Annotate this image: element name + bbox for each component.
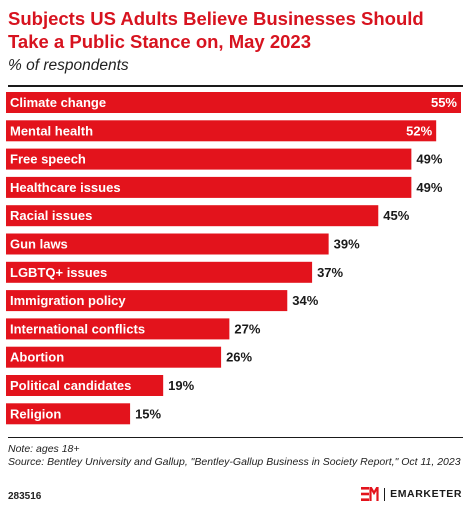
value-label: 26% [226, 350, 252, 365]
value-label: 27% [234, 321, 260, 336]
bar-healthcare-issues [6, 176, 412, 198]
source-text: Source: Bentley University and Gallup, "… [8, 455, 461, 468]
value-label: 49% [416, 152, 442, 167]
em-logo-icon [361, 487, 379, 501]
value-label: 39% [334, 237, 360, 252]
chart-id: 283516 [8, 491, 42, 502]
value-label: 37% [317, 265, 343, 280]
bottom-divider [8, 437, 463, 438]
bar-racial-issues [6, 205, 379, 227]
bar-climate-change [6, 92, 461, 113]
category-label: Healthcare issues [10, 180, 121, 195]
category-label: Religion [10, 406, 61, 421]
bar-mental-health [6, 120, 437, 142]
value-label: 49% [416, 180, 442, 195]
value-label: 19% [168, 378, 194, 393]
note-text: Note: ages 18+ [8, 443, 80, 455]
footnote: Note: ages 18+ Source: Bentley Universit… [8, 443, 463, 468]
bar-free-speech [6, 148, 412, 170]
category-label: Abortion [10, 350, 64, 365]
bar-international-conflicts [6, 318, 230, 340]
category-label: LGBTQ+ issues [10, 265, 107, 280]
bar-lgbtq-issues [6, 261, 313, 283]
category-label: Immigration policy [10, 293, 126, 308]
value-label: 55% [431, 95, 457, 110]
bar-immigration-policy [6, 290, 288, 312]
bar-religion [6, 403, 131, 425]
category-label: Racial issues [10, 208, 92, 223]
value-label: 34% [292, 293, 318, 308]
category-label: Political candidates [10, 378, 131, 393]
chart-subtitle: % of respondents [8, 57, 129, 74]
category-label: International conflicts [10, 321, 145, 336]
value-label: 52% [406, 123, 432, 138]
category-label: Free speech [10, 152, 86, 167]
value-label: 45% [383, 208, 409, 223]
value-label: 15% [135, 406, 161, 421]
category-label: Gun laws [10, 237, 68, 252]
bar-political-candidates [6, 375, 164, 396]
bar-gun-laws [6, 233, 329, 255]
chart-title: Subjects US Adults Believe Businesses Sh… [8, 8, 424, 52]
category-label: Mental health [10, 123, 93, 138]
brand-name: EMARKETER [384, 487, 462, 501]
bar-abortion [6, 346, 222, 368]
emarketer-logo: EMARKETER [361, 487, 462, 501]
top-divider [8, 85, 463, 87]
category-label: Climate change [10, 95, 106, 110]
